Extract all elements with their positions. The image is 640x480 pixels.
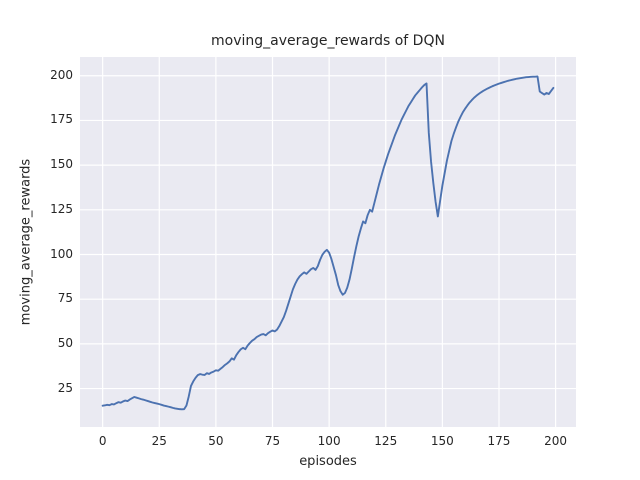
x-tick-label: 75 (264, 434, 281, 448)
y-tick-label: 50 (57, 335, 73, 350)
y-tick-label: 200 (50, 67, 73, 82)
y-tick-label: 175 (50, 112, 73, 127)
chart-title: moving_average_rewards of DQN (211, 33, 445, 49)
x-tick-label: 200 (544, 434, 568, 448)
y-axis-label: moving_average_rewards (18, 158, 34, 326)
x-tick-label: 25 (151, 434, 167, 448)
x-tick-label: 175 (487, 434, 511, 448)
y-tick-label: 150 (50, 157, 73, 172)
x-tick-label: 125 (374, 434, 398, 448)
line-series-dqn (101, 75, 555, 411)
y-tick-label: 25 (57, 380, 73, 395)
plot-svg (80, 57, 576, 427)
x-tick-label: 150 (430, 434, 454, 448)
y-tick-label: 75 (57, 291, 73, 306)
x-axis-label: episodes (299, 454, 357, 469)
axes-background (80, 57, 576, 427)
y-tick-label: 125 (50, 201, 73, 216)
plot-area (80, 57, 576, 427)
y-tick-label: 100 (50, 246, 73, 261)
x-tick-label: 100 (317, 434, 341, 448)
x-tick-label: 0 (98, 434, 107, 448)
x-tick-label: 50 (208, 434, 224, 448)
